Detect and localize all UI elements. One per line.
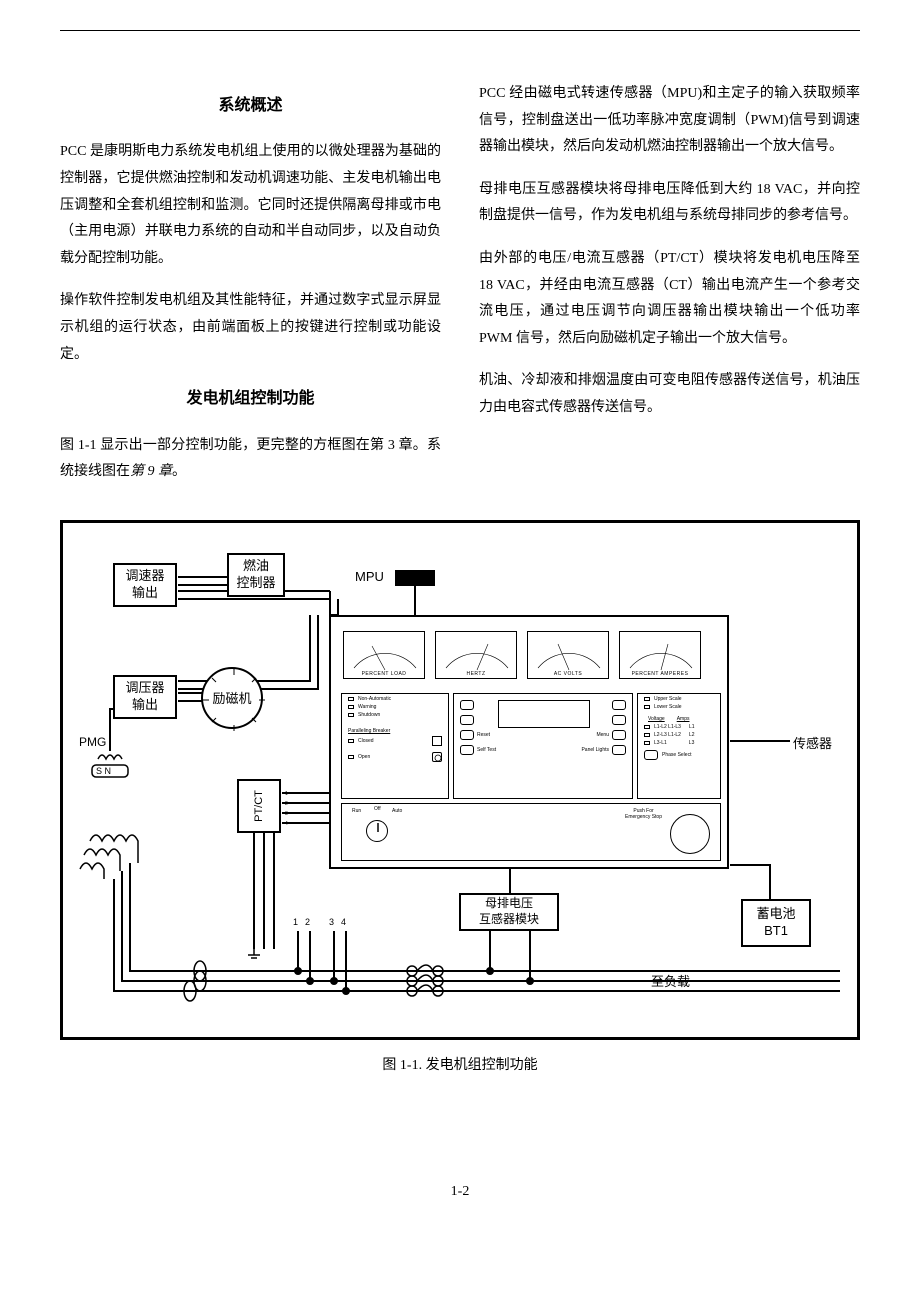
node-exciter: 励磁机 bbox=[201, 667, 263, 729]
top-rule bbox=[60, 30, 860, 31]
node-battery: 蓄电池 BT1 bbox=[741, 899, 811, 947]
right-p3: 由外部的电压/电流互感器（PT/CT）模块将发电机电压降至 18 VAC，并经由… bbox=[479, 246, 860, 352]
pin1: 1 bbox=[293, 917, 298, 927]
figure-caption: 图 1-1. 发电机组控制功能 bbox=[60, 1054, 860, 1074]
subpanel-display: Reset Self Test Menu Panel Lights bbox=[453, 693, 633, 799]
left-column: 系统概述 PCC 是康明斯电力系统发电机组上使用的以微处理器为基础的控制器，它提… bbox=[60, 81, 441, 502]
right-p4: 机油、冷却液和排烟温度由可变电阻传感器传送信号，机油压力由电容式传感器传送信号。 bbox=[479, 368, 860, 421]
subpanel-bottom: Run Off Auto Push ForEmergency Stop bbox=[341, 803, 721, 861]
right-p2: 母排电压互感器模块将母排电压降低到大约 18 VAC，并向控制盘提供一信号，作为… bbox=[479, 177, 860, 230]
left-p1: PCC 是康明斯电力系统发电机组上使用的以微处理器为基础的控制器，它提供燃油控制… bbox=[60, 139, 441, 272]
diagram: 调速器输出 燃油控制器 调压器输出 励磁机 MPU PMG S N PT/CT … bbox=[69, 531, 851, 1031]
pin2: 2 bbox=[305, 917, 310, 927]
two-column-layout: 系统概述 PCC 是康明斯电力系统发电机组上使用的以微处理器为基础的控制器，它提… bbox=[60, 81, 860, 502]
subpanel-status: Non-Automatic Warning Shutdown Paralleli… bbox=[341, 693, 449, 799]
gauge-amps: PERCENT AMPERES bbox=[619, 631, 701, 679]
node-governor-output: 调速器输出 bbox=[113, 563, 177, 607]
left-p3a: 图 1-1 显示出一部分控制功能，更完整的方框图在第 3 章。系统接线图在 bbox=[60, 438, 441, 480]
node-regulator-output: 调压器输出 bbox=[113, 675, 177, 719]
figure-box: 调速器输出 燃油控制器 调压器输出 励磁机 MPU PMG S N PT/CT … bbox=[60, 520, 860, 1040]
gauge-row: PERCENT LOAD HERTZ AC VOLTS PERCENT AMPE… bbox=[343, 631, 701, 679]
node-fuel-controller: 燃油控制器 bbox=[227, 553, 285, 597]
left-p3b: 第 9 章 bbox=[130, 464, 172, 479]
left-p2: 操作软件控制发电机组及其性能特征，并通过数字式显示屏显示机组的运行状态，由前端面… bbox=[60, 288, 441, 368]
label-sn: S N bbox=[96, 766, 111, 776]
gauge-load: PERCENT LOAD bbox=[343, 631, 425, 679]
gauge-volts: AC VOLTS bbox=[527, 631, 609, 679]
node-bus-pt: 母排电压互感器模块 bbox=[459, 893, 559, 931]
left-p3: 图 1-1 显示出一部分控制功能，更完整的方框图在第 3 章。系统接线图在第 9… bbox=[60, 433, 441, 486]
pin3: 3 bbox=[329, 917, 334, 927]
page-number: 1-2 bbox=[60, 1184, 860, 1200]
pin4: 4 bbox=[341, 917, 346, 927]
ptct-pins: 1234 bbox=[285, 789, 288, 829]
label-to-load: 至负载 bbox=[651, 971, 690, 990]
label-sensor: 传感器 bbox=[793, 733, 832, 752]
right-column: PCC 经由磁电式转速传感器（MPU)和主定子的输入获取频率信号，控制盘送出一低… bbox=[479, 81, 860, 502]
node-ptct: PT/CT bbox=[237, 779, 281, 833]
right-p1: PCC 经由磁电式转速传感器（MPU)和主定子的输入获取频率信号，控制盘送出一低… bbox=[479, 81, 860, 161]
control-panel: PERCENT LOAD HERTZ AC VOLTS PERCENT AMPE… bbox=[329, 615, 729, 869]
heading-overview: 系统概述 bbox=[60, 91, 441, 121]
heading-control: 发电机组控制功能 bbox=[60, 384, 441, 414]
gauge-hertz: HERTZ bbox=[435, 631, 517, 679]
label-mpu: MPU bbox=[355, 569, 384, 584]
left-p3c: 。 bbox=[172, 464, 186, 479]
subpanel-select: Upper Scale Lower Scale Voltage Amps L1-… bbox=[637, 693, 721, 799]
label-pmg: PMG bbox=[79, 735, 106, 749]
